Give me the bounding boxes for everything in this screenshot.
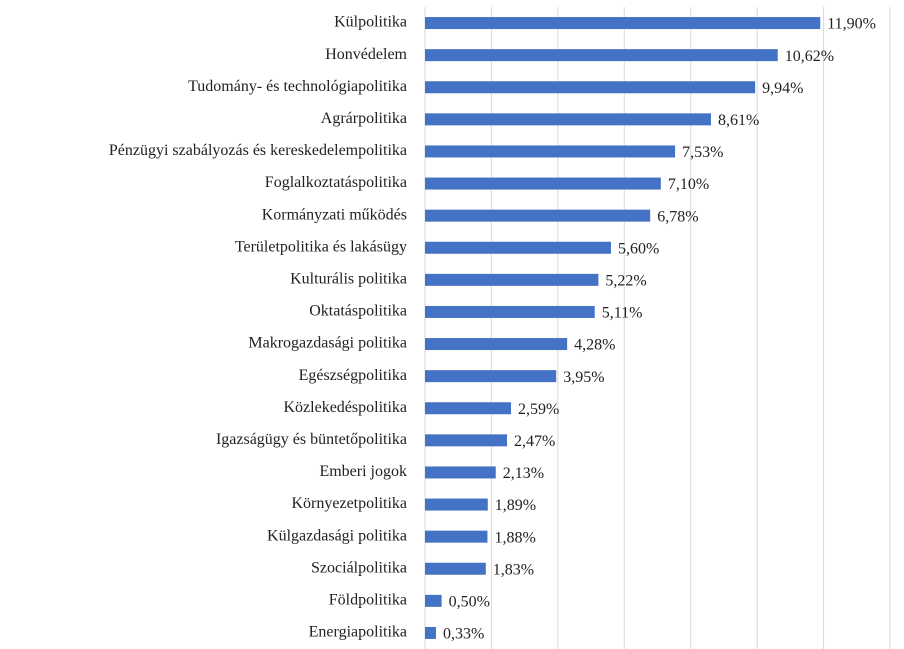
value-label: 7,53% — [682, 144, 723, 161]
value-label: 0,50% — [449, 594, 490, 611]
category-label: Környezetpolitika — [291, 495, 407, 512]
bar — [425, 17, 821, 30]
bar — [425, 370, 557, 383]
bar — [425, 177, 661, 190]
category-label: Földpolitika — [329, 592, 407, 609]
value-label: 6,78% — [657, 208, 698, 225]
bar — [425, 498, 488, 511]
value-label: 11,90% — [827, 16, 876, 33]
value-label: 4,28% — [574, 337, 615, 354]
bar — [425, 81, 756, 94]
value-label: 1,83% — [493, 561, 534, 578]
value-label: 10,62% — [785, 48, 834, 65]
category-label: Közlekedéspolitika — [283, 399, 407, 416]
value-label: 0,33% — [443, 626, 484, 643]
category-label: Szociálpolitika — [311, 559, 407, 576]
value-label: 3,95% — [563, 369, 604, 386]
bar — [425, 273, 599, 286]
bar — [425, 402, 512, 415]
category-label: Igazságügy és büntetőpolitika — [216, 431, 407, 448]
category-label: Külgazdasági politika — [267, 527, 407, 544]
value-label: 5,11% — [602, 305, 643, 322]
bar — [425, 626, 436, 639]
category-label: Emberi jogok — [319, 463, 407, 480]
bar — [425, 562, 486, 575]
category-label: Pénzügyi szabályozás és kereskedelempoli… — [109, 142, 407, 159]
category-label: Kulturális politika — [290, 271, 407, 288]
category-label: Tudomány- és technológiapolitika — [188, 78, 407, 95]
bar — [425, 113, 711, 126]
bar — [425, 530, 488, 543]
bar — [425, 305, 595, 318]
category-label: Külpolitika — [334, 14, 407, 31]
bar — [425, 145, 676, 158]
bar — [425, 466, 496, 479]
value-label: 7,10% — [668, 176, 709, 193]
bar — [425, 209, 651, 222]
bar — [425, 241, 611, 254]
value-label: 2,47% — [514, 433, 555, 450]
bar — [425, 338, 568, 351]
category-label: Foglalkoztatáspolitika — [265, 174, 407, 191]
category-label: Oktatáspolitika — [309, 303, 407, 320]
value-label: 5,60% — [618, 240, 659, 257]
value-label: 2,59% — [518, 401, 559, 418]
value-label: 2,13% — [503, 465, 544, 482]
value-label: 1,89% — [495, 497, 536, 514]
value-label: 5,22% — [605, 273, 646, 290]
category-label: Energiapolitika — [309, 624, 407, 641]
category-label: Honvédelem — [325, 46, 407, 63]
category-label: Egészségpolitika — [299, 367, 407, 384]
value-label: 9,94% — [762, 80, 803, 97]
category-label: Makrogazdasági politika — [248, 335, 407, 352]
category-label: Agrárpolitika — [321, 110, 407, 127]
bar — [425, 594, 442, 607]
value-label: 8,61% — [718, 112, 759, 129]
bar — [425, 434, 508, 447]
bar — [425, 49, 778, 62]
value-label: 1,88% — [494, 529, 535, 546]
category-label: Területpolitika és lakásügy — [235, 238, 407, 255]
category-label: Kormányzati működés — [262, 206, 407, 223]
